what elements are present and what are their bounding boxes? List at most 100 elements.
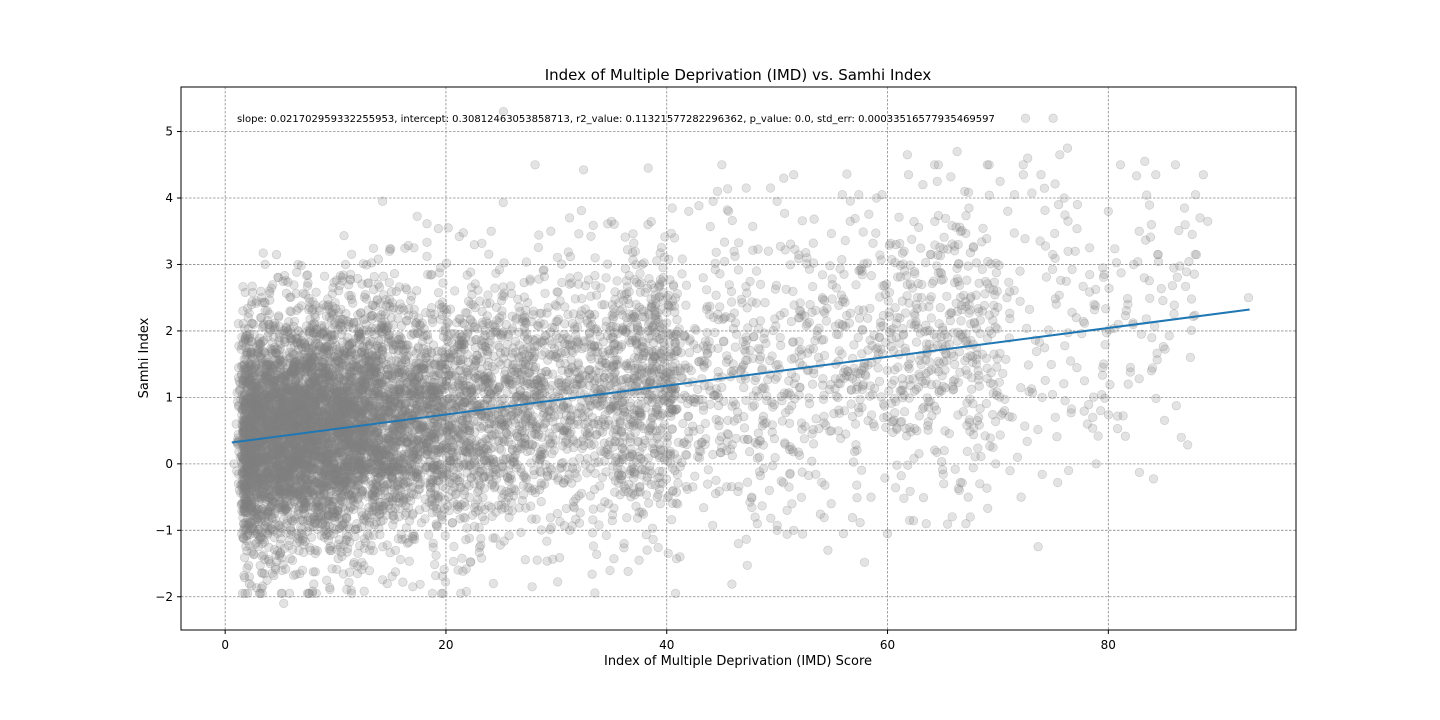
scatter-point — [345, 275, 356, 285]
scatter-point — [314, 305, 325, 316]
scatter-point — [1072, 224, 1082, 234]
scatter-point — [428, 542, 438, 552]
scatter-point — [346, 472, 356, 483]
scatter-point — [309, 327, 319, 338]
scatter-point — [698, 405, 709, 415]
scatter-point — [309, 446, 320, 456]
scatter-point — [952, 263, 962, 274]
scatter-point — [727, 440, 737, 450]
scatter-point — [520, 555, 530, 565]
scatter-point — [790, 244, 800, 254]
scatter-point — [318, 480, 328, 490]
scatter-point — [329, 505, 339, 516]
scatter-point — [357, 407, 368, 418]
scatter-point — [536, 525, 547, 535]
scatter-point — [588, 541, 599, 551]
scatter-point — [372, 356, 383, 366]
scatter-point — [407, 456, 418, 467]
scatter-point — [285, 292, 295, 302]
scatter-point — [245, 452, 255, 463]
scatter-point — [880, 473, 890, 483]
scatter-point — [807, 456, 817, 466]
scatter-point — [851, 280, 861, 290]
scatter-point — [641, 530, 651, 540]
scatter-point — [1181, 267, 1192, 277]
scatter-point — [1027, 188, 1037, 198]
scatter-point — [719, 237, 730, 247]
scatter-point — [1159, 415, 1170, 426]
scatter-point — [588, 528, 598, 538]
scatter-point — [960, 297, 971, 307]
scatter-point — [557, 277, 567, 288]
scatter-point — [432, 507, 442, 517]
scatter-point — [942, 291, 952, 301]
scatter-point — [303, 270, 313, 280]
scatter-point — [330, 366, 341, 376]
scatter-point — [355, 540, 365, 551]
scatter-point — [1054, 290, 1064, 300]
scatter-point — [279, 404, 289, 415]
scatter-point — [827, 294, 837, 304]
scatter-point — [916, 243, 926, 253]
scatter-point — [328, 463, 338, 473]
scatter-point — [716, 432, 726, 442]
scatter-point — [892, 460, 902, 470]
scatter-point — [449, 541, 459, 552]
scatter-point — [1184, 257, 1194, 267]
scatter-point — [398, 495, 408, 506]
scatter-point — [748, 221, 758, 231]
scatter-point — [821, 316, 832, 326]
scatter-point — [274, 398, 284, 409]
scatter-point — [796, 418, 807, 428]
scatter-point — [350, 362, 360, 372]
scatter-point — [1050, 228, 1060, 239]
scatter-point — [866, 271, 876, 281]
scatter-point — [416, 362, 426, 372]
scatter-point — [665, 366, 676, 376]
scatter-point — [1158, 296, 1168, 306]
scatter-point — [483, 290, 493, 300]
scatter-point — [944, 429, 954, 439]
scatter-point — [713, 401, 724, 411]
scatter-point — [668, 369, 679, 379]
scatter-point — [748, 245, 758, 255]
scatter-point — [374, 408, 384, 418]
scatter-point — [995, 430, 1005, 440]
scatter-point — [628, 229, 638, 239]
scatter-point — [283, 448, 294, 458]
scatter-point — [663, 290, 674, 300]
scatter-point — [290, 419, 300, 429]
scatter-point — [351, 524, 361, 534]
scatter-point — [386, 313, 396, 323]
scatter-point — [249, 379, 259, 389]
scatter-point — [973, 443, 983, 453]
scatter-point — [1101, 304, 1111, 314]
scatter-point — [1005, 466, 1015, 476]
scatter-point — [1040, 205, 1050, 215]
scatter-point — [898, 324, 908, 334]
scatter-point — [611, 453, 621, 463]
scatter-point — [1145, 293, 1155, 303]
scatter-point — [298, 504, 309, 514]
scatter-point — [442, 428, 452, 438]
scatter-point — [297, 439, 307, 450]
scatter-point — [1111, 258, 1122, 268]
scatter-point — [751, 266, 762, 276]
scatter-point — [1122, 294, 1133, 304]
scatter-point — [653, 409, 663, 420]
scatter-point — [246, 458, 256, 468]
scatter-point — [428, 317, 438, 327]
scatter-point — [782, 389, 792, 399]
scatter-point — [886, 398, 897, 408]
scatter-point — [408, 358, 419, 368]
scatter-point — [274, 471, 284, 482]
scatter-point — [747, 502, 757, 513]
scatter-point — [239, 402, 249, 412]
scatter-point — [278, 276, 288, 287]
scatter-point — [598, 337, 608, 347]
scatter-point — [1072, 363, 1082, 373]
scatter-point — [302, 390, 312, 400]
scatter-point — [393, 464, 403, 474]
scatter-point — [273, 546, 283, 556]
scatter-point — [247, 395, 257, 405]
